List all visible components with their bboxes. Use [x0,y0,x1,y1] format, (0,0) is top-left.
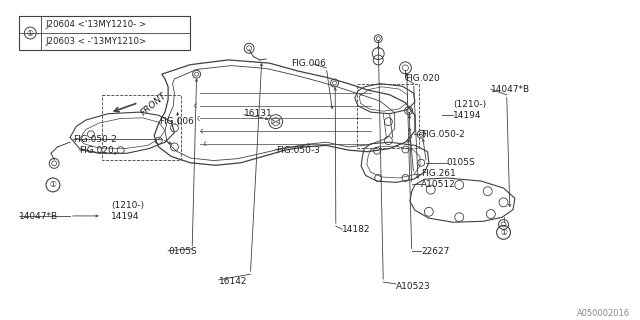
Text: FIG.050-2: FIG.050-2 [73,134,117,144]
Text: A10523: A10523 [396,282,431,291]
Text: 14047*B: 14047*B [19,212,58,221]
Text: FIG.050-2: FIG.050-2 [421,130,465,139]
Bar [102,95,180,160]
Text: ①: ① [49,180,56,189]
Text: ①: ① [27,28,34,37]
Text: (1210-): (1210-) [453,100,486,109]
Text: 14194: 14194 [453,111,481,120]
Text: 22627: 22627 [421,247,450,256]
Text: 14047*B: 14047*B [491,85,530,94]
Text: 0105S: 0105S [168,247,197,256]
Text: 16131: 16131 [244,109,273,118]
Text: A10512: A10512 [421,180,456,189]
Text: ①: ① [500,228,507,237]
Text: J20603 < -'13MY1210>: J20603 < -'13MY1210> [45,37,146,46]
Text: 0105S: 0105S [447,158,476,167]
Bar [19,16,190,51]
Text: FIG.050-3: FIG.050-3 [276,146,319,155]
Text: (1210-): (1210-) [111,201,144,210]
Text: 14182: 14182 [342,225,371,234]
Text: 16142: 16142 [219,277,247,286]
Text: 14194: 14194 [111,212,140,221]
Text: FIG.006: FIG.006 [292,59,326,68]
Text: J20604 <'13MY1210- >: J20604 <'13MY1210- > [45,20,146,29]
Text: FIG.020: FIG.020 [405,75,440,84]
Text: FRONT: FRONT [140,91,169,117]
Text: A050002016: A050002016 [577,308,630,317]
Text: FIG.006: FIG.006 [159,117,193,126]
Text: FIG.261: FIG.261 [421,169,456,178]
Bar [356,84,419,148]
Text: FIG.020: FIG.020 [79,146,115,155]
